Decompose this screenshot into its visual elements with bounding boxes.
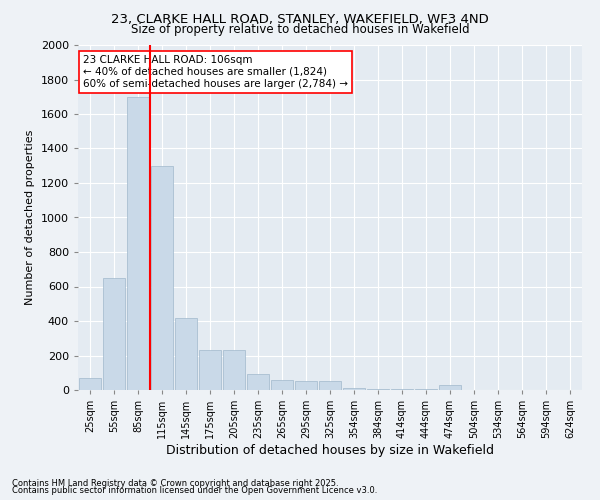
Bar	[295, 382, 317, 390]
Text: Contains public sector information licensed under the Open Government Licence v3: Contains public sector information licen…	[12, 486, 377, 495]
Text: Size of property relative to detached houses in Wakefield: Size of property relative to detached ho…	[131, 22, 469, 36]
Bar	[439, 385, 461, 390]
Text: 23 CLARKE HALL ROAD: 106sqm
← 40% of detached houses are smaller (1,824)
60% of : 23 CLARKE HALL ROAD: 106sqm ← 40% of det…	[83, 56, 348, 88]
Bar	[367, 389, 389, 390]
Bar	[343, 388, 365, 390]
Bar	[247, 374, 269, 390]
Bar	[127, 97, 149, 390]
Bar	[223, 350, 245, 390]
Y-axis label: Number of detached properties: Number of detached properties	[25, 130, 35, 305]
Bar	[103, 278, 125, 390]
Bar	[391, 389, 413, 390]
Bar	[319, 382, 341, 390]
Bar	[79, 378, 101, 390]
Bar	[199, 350, 221, 390]
Text: Contains HM Land Registry data © Crown copyright and database right 2025.: Contains HM Land Registry data © Crown c…	[12, 478, 338, 488]
X-axis label: Distribution of detached houses by size in Wakefield: Distribution of detached houses by size …	[166, 444, 494, 457]
Bar	[271, 380, 293, 390]
Bar	[415, 389, 437, 390]
Text: 23, CLARKE HALL ROAD, STANLEY, WAKEFIELD, WF3 4ND: 23, CLARKE HALL ROAD, STANLEY, WAKEFIELD…	[111, 12, 489, 26]
Bar	[175, 318, 197, 390]
Bar	[151, 166, 173, 390]
